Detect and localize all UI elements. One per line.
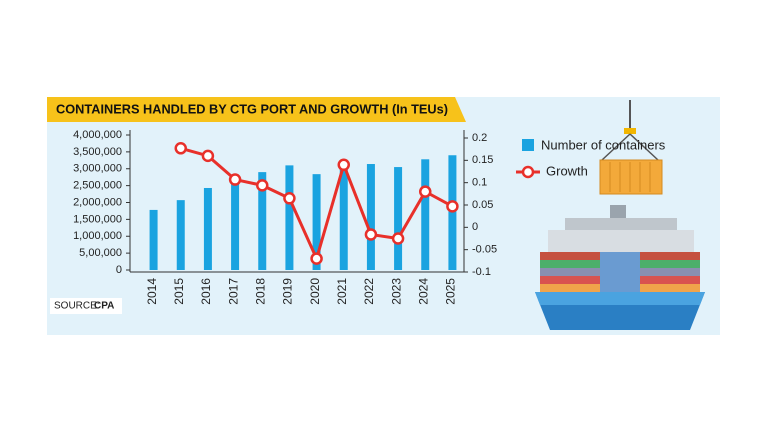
legend-swatch (522, 139, 534, 151)
x-tick-label: 2023 (389, 278, 403, 305)
x-tick-label: 2024 (416, 278, 430, 305)
bar (231, 177, 240, 270)
x-tick-label: 2016 (199, 278, 213, 305)
marker (419, 185, 432, 198)
bar (285, 165, 294, 270)
bar (339, 168, 348, 270)
y-tick-label: 3,500,000 (73, 146, 122, 158)
x-tick-label: 2021 (335, 278, 349, 305)
y-tick-label: 4,000,000 (73, 129, 122, 141)
y-tick-label: 1,500,000 (73, 213, 122, 225)
y-tick-label: 3,000,000 (73, 163, 122, 175)
legend-label: Number of containers (541, 137, 666, 152)
marker (446, 200, 459, 213)
source: CPA (94, 301, 114, 312)
x-tick-label: 2022 (362, 278, 376, 305)
ship-illustration (535, 100, 705, 330)
y2-tick-label: 0.1 (472, 177, 487, 189)
y-tick-label: 2,000,000 (73, 196, 122, 208)
bar (366, 164, 375, 270)
y2-tick-label: -0.1 (472, 266, 491, 278)
y-tick-label: 0 (116, 264, 122, 276)
y-tick-label: 5,00,000 (79, 247, 122, 259)
source-label: SOURCE: (54, 301, 100, 312)
x-tick-label: 2020 (308, 278, 322, 305)
x-tick-label: 2014 (145, 278, 159, 305)
legend-swatch (521, 165, 535, 179)
marker (256, 179, 269, 192)
bar (258, 172, 267, 270)
y2-tick-label: 0.05 (472, 199, 493, 211)
legend-label: Growth (546, 163, 588, 178)
x-tick-label: 2019 (281, 278, 295, 305)
marker (283, 192, 296, 205)
bar (176, 200, 185, 270)
bar (421, 159, 430, 270)
x-tick-label: 2018 (253, 278, 267, 305)
marker (201, 149, 215, 163)
bar (394, 167, 403, 270)
y2-tick-label: -0.05 (472, 244, 497, 256)
y2-tick-label: 0.2 (472, 132, 487, 144)
y-tick-label: 2,500,000 (73, 180, 122, 192)
y-tick-label: 1,000,000 (73, 230, 122, 242)
bar (312, 174, 321, 270)
marker (337, 158, 350, 172)
y2-tick-label: 0.15 (472, 154, 493, 166)
bar (448, 155, 457, 270)
x-tick-label: 2015 (172, 278, 186, 305)
source-box (50, 298, 122, 314)
marker (228, 173, 242, 186)
title-banner (47, 97, 466, 122)
x-tick-label: 2017 (226, 278, 240, 305)
chart-title: CONTAINERS HANDLED BY CTG PORT AND GROWT… (56, 101, 448, 116)
y2-tick-label: 0 (472, 221, 478, 233)
marker (310, 252, 323, 265)
bar (203, 187, 212, 270)
bar (149, 209, 158, 270)
marker (364, 228, 378, 241)
x-tick-label: 2025 (444, 278, 458, 305)
marker (391, 232, 405, 245)
marker (174, 142, 187, 155)
